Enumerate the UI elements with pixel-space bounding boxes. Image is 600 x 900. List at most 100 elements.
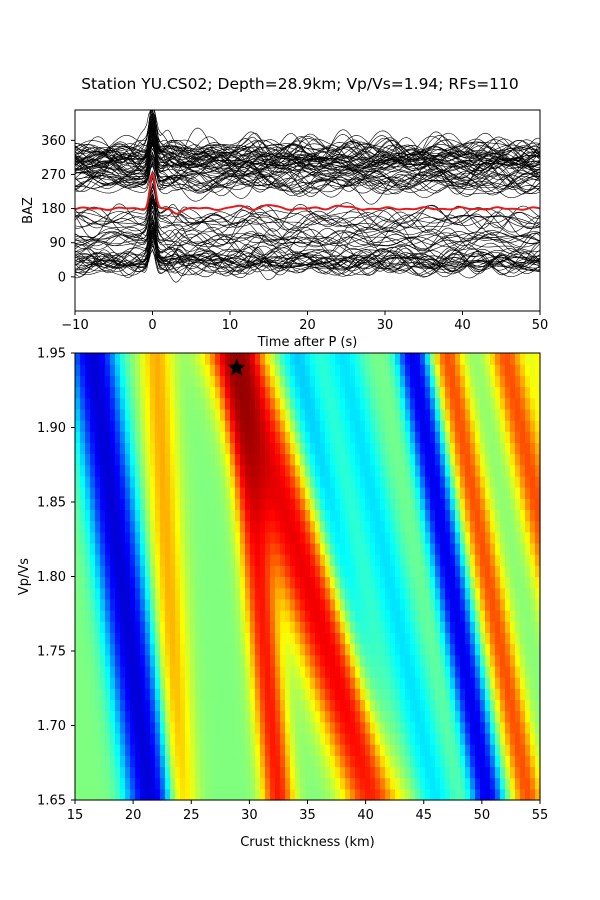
heatmap-cell: [120, 375, 126, 388]
heatmap-cell: [510, 621, 516, 633]
heatmap-cell: [85, 766, 91, 779]
heatmap-cell: [530, 643, 536, 656]
heatmap-cell: [245, 353, 251, 365]
heatmap-cell: [225, 520, 231, 533]
heatmap-cell: [170, 665, 176, 678]
heatmap-cell: [135, 353, 141, 365]
heatmap-cell: [300, 788, 306, 801]
heatmap-cell: [350, 766, 356, 779]
heatmap-cell: [490, 587, 496, 600]
heatmap-cell: [95, 621, 101, 633]
heatmap-cell: [500, 732, 506, 745]
heatmap-cell: [495, 621, 501, 633]
heatmap-cell: [495, 665, 501, 678]
heatmap-cell: [75, 699, 81, 712]
heatmap-cell: [415, 386, 421, 399]
heatmap-cell: [225, 587, 231, 600]
heatmap-cell: [305, 688, 311, 701]
heatmap-cell: [480, 397, 486, 410]
heatmap-cell: [270, 688, 276, 701]
heatmap-cell: [160, 442, 166, 455]
heatmap-cell: [480, 487, 486, 499]
heatmap-cell: [165, 408, 171, 421]
heatmap-cell: [135, 442, 141, 455]
heatmap-cell: [515, 755, 521, 768]
heatmap-cell: [155, 610, 161, 622]
heatmap-cell: [115, 744, 121, 756]
heatmap-cell: [85, 755, 91, 768]
heatmap-cell: [230, 587, 236, 600]
heatmap-cell: [440, 420, 446, 432]
heatmap-cell: [400, 710, 406, 723]
heatmap-cell: [345, 677, 351, 689]
heatmap-cell: [340, 487, 346, 499]
heatmap-cell: [495, 677, 501, 689]
heatmap-cell: [450, 744, 456, 756]
heatmap-cell: [385, 520, 391, 533]
heatmap-cell: [105, 598, 111, 611]
heatmap-cell: [415, 643, 421, 656]
heatmap-cell: [260, 353, 266, 365]
heatmap-cell: [510, 353, 516, 365]
heatmap-cell: [455, 520, 461, 533]
heatmap-cell: [405, 621, 411, 633]
heatmap-cell: [510, 453, 516, 466]
heatmap-cell: [285, 632, 291, 645]
heatmap-cell: [455, 777, 461, 790]
heatmap-cell: [370, 688, 376, 701]
heatmap-cell: [355, 542, 361, 555]
heatmap-cell: [265, 554, 271, 566]
heatmap-cell: [280, 453, 286, 466]
heatmap-cell: [80, 531, 86, 544]
heatmap-cell: [280, 598, 286, 611]
heatmap-cell: [460, 475, 466, 488]
heatmap-cell: [335, 475, 341, 488]
heatmap-cell: [395, 509, 401, 522]
heatmap-cell: [320, 565, 326, 578]
heatmap-cell: [235, 487, 241, 499]
heatmap-cell: [430, 464, 436, 477]
heatmap-cell: [290, 766, 296, 779]
heatmap-cell: [285, 531, 291, 544]
heatmap-cell: [490, 777, 496, 790]
heatmap-cell: [430, 509, 436, 522]
heatmap-cell: [260, 587, 266, 600]
heatmap-cell: [300, 565, 306, 578]
heatmap-cell: [515, 475, 521, 488]
heatmap-cell: [285, 766, 291, 779]
heatmap-cell: [345, 665, 351, 678]
heatmap-cell: [395, 453, 401, 466]
heatmap-cell: [270, 744, 276, 756]
heatmap-cell: [490, 420, 496, 432]
heatmap-cell: [100, 442, 106, 455]
heatmap-cell: [305, 442, 311, 455]
heatmap-cell: [280, 621, 286, 633]
heatmap-cell: [320, 531, 326, 544]
y-tick-label: 270: [41, 168, 66, 183]
heatmap-cell: [515, 688, 521, 701]
heatmap-cell: [470, 665, 476, 678]
heatmap-cell: [505, 621, 511, 633]
heatmap-cell: [200, 710, 206, 723]
heatmap-cell: [375, 554, 381, 566]
heatmap-cell: [115, 665, 121, 678]
heatmap-cell: [530, 464, 536, 477]
heatmap-cell: [475, 598, 481, 611]
heatmap-cell: [305, 475, 311, 488]
heatmap-cell: [165, 710, 171, 723]
heatmap-cell: [460, 487, 466, 499]
heatmap-cell: [250, 542, 256, 555]
heatmap-cell: [410, 364, 416, 376]
heatmap-cell: [410, 744, 416, 756]
heatmap-cell: [225, 565, 231, 578]
heatmap-cell: [320, 621, 326, 633]
heatmap-cell: [270, 498, 276, 511]
heatmap-cell: [485, 699, 491, 712]
heatmap-cell: [160, 732, 166, 745]
heatmap-cell: [140, 475, 146, 488]
heatmap-cell: [80, 598, 86, 611]
heatmap-cell: [210, 632, 216, 645]
heatmap-cell: [515, 587, 521, 600]
heatmap-cell: [215, 431, 221, 443]
heatmap-cell: [135, 554, 141, 566]
